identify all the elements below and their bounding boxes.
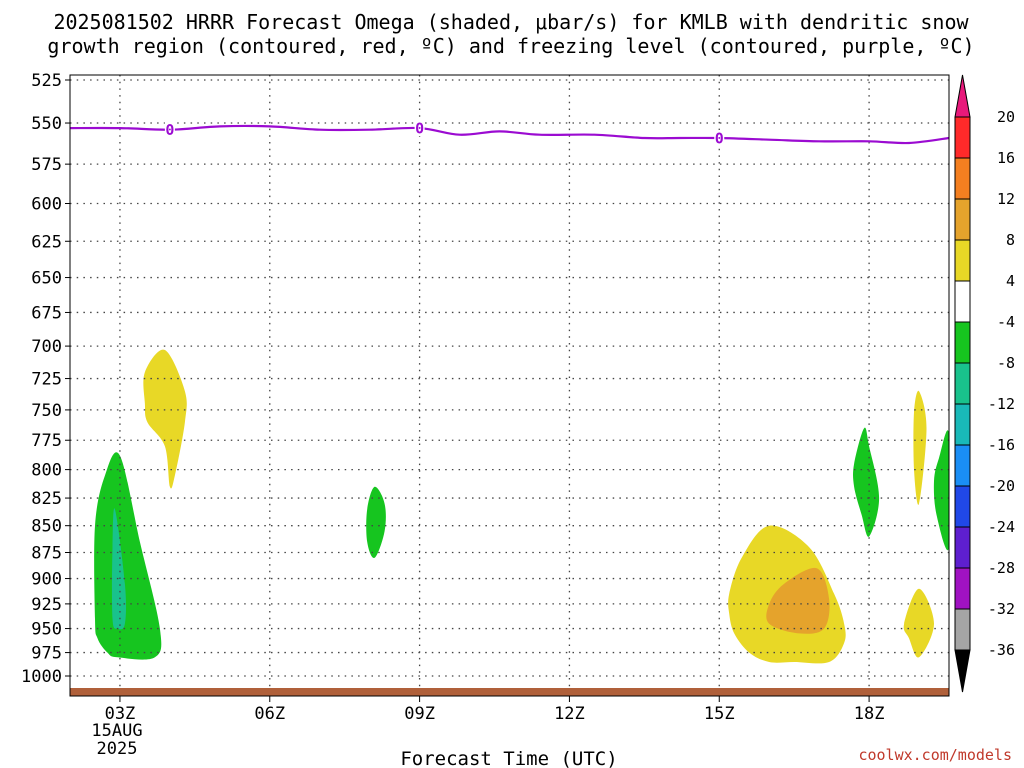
y-tick-label-825: 825: [31, 489, 62, 509]
y-tick-label-750: 750: [31, 401, 62, 421]
chart-title-line-1: 2025081502 HRRR Forecast Omega (shaded, …: [53, 10, 969, 34]
colorbar-label-13: -36: [988, 641, 1015, 659]
colorbar-bin-2: [954, 198, 971, 241]
colorbar-label-12: -32: [988, 600, 1015, 618]
y-tick-label-975: 975: [31, 644, 62, 664]
y-tick-label-875: 875: [31, 543, 62, 563]
freezing-level-line: [69, 124, 950, 145]
y-tick-label-775: 775: [31, 431, 62, 451]
colorbar-label-10: -24: [988, 518, 1015, 536]
colorbar-bin-10: [954, 526, 971, 569]
chart-title-line-2: growth region (contoured, red, ºC) and f…: [47, 34, 974, 58]
y-tick-label-950: 950: [31, 620, 62, 640]
omega-region-green-6: [853, 427, 880, 537]
y-tick-label-850: 850: [31, 517, 62, 537]
colorbar-label-7: -12: [988, 395, 1015, 413]
y-tick-label-575: 575: [31, 155, 62, 175]
omega-region-orange-5: [766, 567, 830, 634]
y-tick-label-625: 625: [31, 232, 62, 252]
colorbar-bin-7: [954, 403, 971, 446]
x-tick-label-09Z: 09Z: [404, 704, 435, 724]
y-tick-label-650: 650: [31, 269, 62, 289]
colorbar-label-9: -20: [988, 477, 1015, 495]
freezing-level-label-0: 0: [165, 121, 174, 139]
freezing-level-label-1: 0: [415, 120, 424, 138]
omega-region-teal-1: [111, 508, 127, 630]
colorbar-bin-0: [954, 116, 971, 159]
y-tick-label-700: 700: [31, 337, 62, 357]
colorbar-bin-4: [954, 280, 971, 323]
colorbar-label-3: 8: [1006, 231, 1015, 249]
freezing-label-bg-2: [714, 130, 725, 147]
freezing-label-bg-1: [414, 120, 425, 137]
colorbar-label-8: -16: [988, 436, 1015, 454]
colorbar-bin-3: [954, 239, 971, 282]
colorbar-label-0: 20: [997, 108, 1015, 126]
colorbar-bin-6: [954, 362, 971, 405]
colorbar-bin-8: [954, 444, 971, 487]
y-tick-label-1000: 1000: [21, 667, 62, 687]
y-tick-label-550: 550: [31, 114, 62, 134]
x-tick-label-06Z: 06Z: [254, 704, 285, 724]
freezing-level-label-2: 0: [715, 130, 724, 148]
omega-region-green-3: [366, 486, 386, 559]
colorbar-bottom-arrow: [954, 649, 971, 693]
y-tick-label-725: 725: [31, 370, 62, 390]
freezing-level-contour: 0 0 0: [69, 120, 950, 148]
x-tick-label-18Z: 18Z: [854, 704, 885, 724]
omega-region-yellow-8: [903, 588, 934, 658]
omega-region-yellow-2: [143, 349, 187, 489]
freezing-label-bg-0: [164, 121, 175, 138]
y-axis: 525 550 575 600 625 650 675 700 725 750 775 800 825 8…: [21, 71, 70, 687]
year-sublabel: 2025: [97, 739, 138, 759]
omega-region-yellow-7: [913, 390, 927, 505]
colorbar-bin-1: [954, 157, 971, 200]
x-axis: 03Z 06Z 09Z 12Z 15Z 18Z: [105, 696, 885, 724]
colorbar-top-arrow: [954, 74, 971, 118]
y-tick-label-600: 600: [31, 195, 62, 215]
omega-shading: [94, 349, 949, 664]
credit-text: coolwx.com/models: [858, 746, 1012, 764]
colorbar-bin-9: [954, 485, 971, 528]
y-tick-label-525: 525: [31, 71, 62, 91]
terrain-strip: [70, 688, 949, 696]
omega-region-green-9: [933, 430, 949, 551]
colorbar-label-11: -28: [988, 559, 1015, 577]
colorbar-label-6: -8: [997, 354, 1015, 372]
y-tick-label-675: 675: [31, 303, 62, 323]
x-tick-label-15Z: 15Z: [704, 704, 735, 724]
y-tick-label-800: 800: [31, 461, 62, 481]
colorbar-bin-12: [954, 608, 971, 651]
surface-terrain: [70, 688, 949, 696]
date-sublabel: 15AUG: [91, 721, 142, 741]
omega-region-green-0: [94, 452, 162, 660]
colorbar: 20 16 12 8 4 -4 -8 -12 -16 -20 -24 -28 -32 -36: [954, 74, 1015, 693]
colorbar-bin-5: [954, 321, 971, 364]
x-tick-label-12Z: 12Z: [554, 704, 585, 724]
y-tick-label-925: 925: [31, 595, 62, 615]
colorbar-label-4: 4: [1006, 272, 1015, 290]
colorbar-bin-11: [954, 567, 971, 610]
colorbar-label-2: 12: [997, 190, 1015, 208]
colorbar-label-1: 16: [997, 149, 1015, 167]
x-axis-title: Forecast Time (UTC): [400, 748, 617, 768]
x-tick-label-03Z: 03Z: [105, 704, 136, 724]
y-tick-label-900: 900: [31, 570, 62, 590]
colorbar-label-5: -4: [997, 313, 1015, 331]
plot-frame: [69, 74, 950, 697]
